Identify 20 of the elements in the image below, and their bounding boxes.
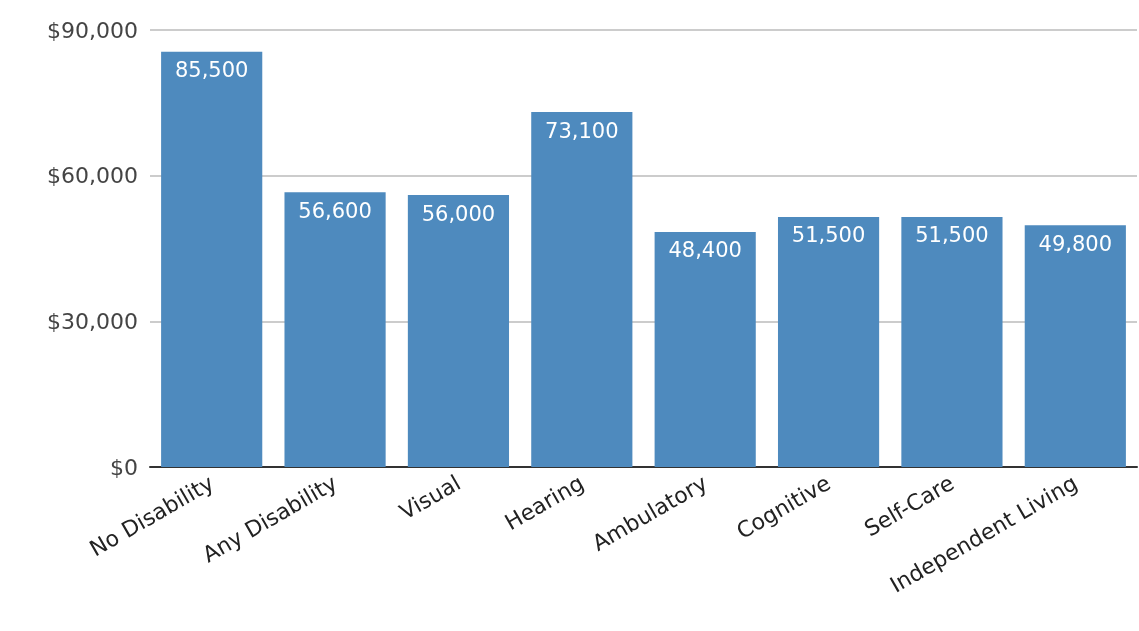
bar (407, 195, 510, 467)
data-label: 51,500 (791, 223, 866, 248)
bar (777, 216, 880, 467)
data-label: 48,400 (668, 238, 742, 263)
data-label: 56,600 (298, 198, 372, 223)
y-tick-label: $90,000 (47, 17, 138, 43)
data-label: 51,500 (915, 223, 989, 248)
bar (1024, 225, 1126, 467)
data-label: 85,500 (174, 58, 249, 83)
bar (654, 231, 756, 467)
bar (161, 51, 263, 467)
data-label: 73,100 (545, 118, 619, 143)
y-tick-label: $0 (110, 454, 138, 480)
y-tick-label: $30,000 (47, 308, 138, 334)
bar (531, 112, 633, 467)
bar (284, 192, 386, 467)
data-label: 56,000 (421, 201, 496, 226)
bar (901, 216, 1003, 467)
data-label: 49,800 (1038, 231, 1113, 256)
y-tick-label: $60,000 (47, 163, 138, 189)
